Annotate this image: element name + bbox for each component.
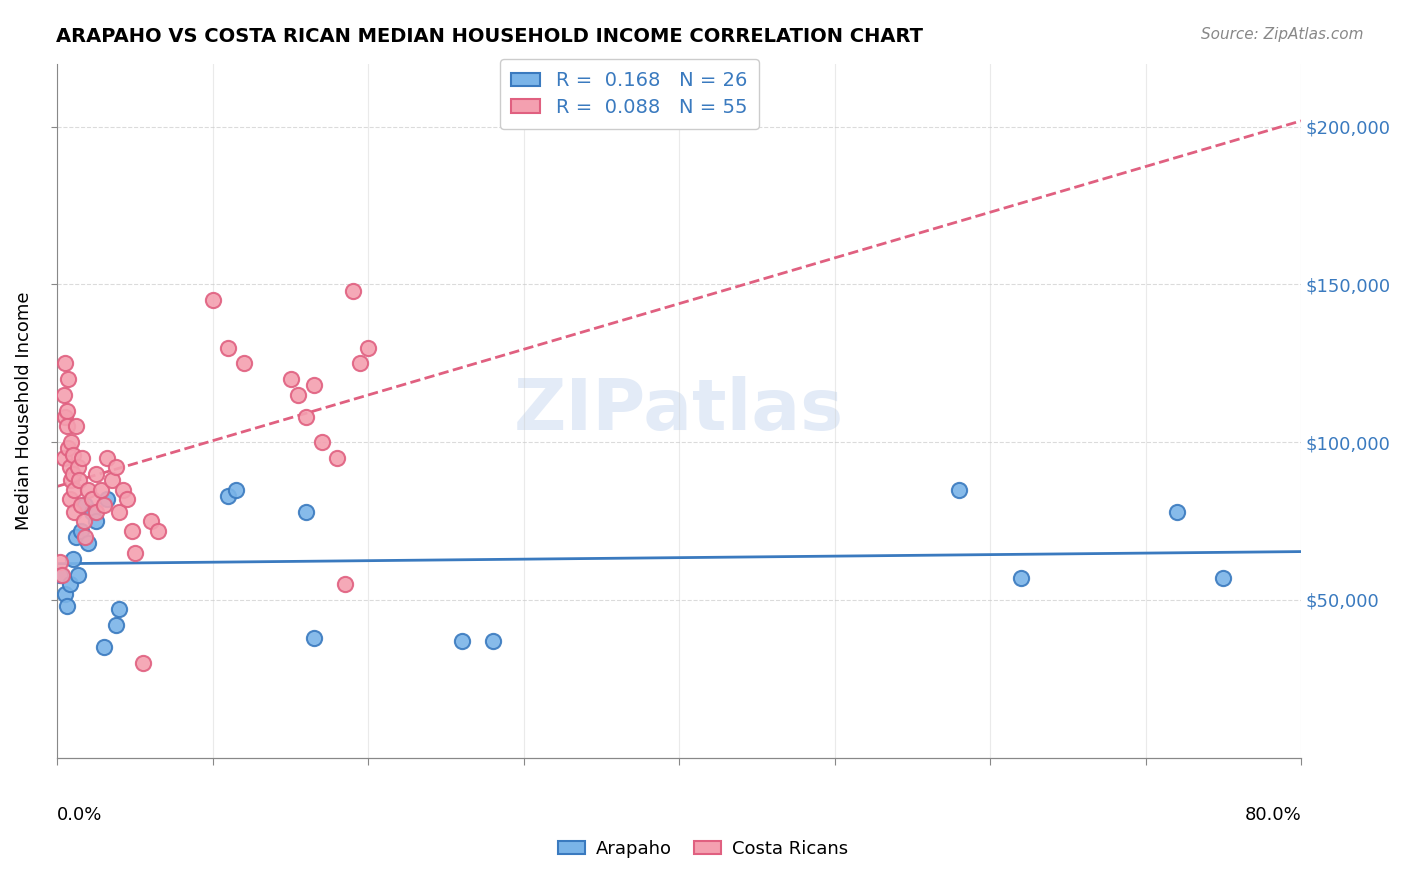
Point [132, 656, 155, 670]
Point [148, 524, 170, 538]
Point [60, 435, 83, 450]
Point [357, 341, 380, 355]
Point [55, 599, 77, 614]
Point [232, 356, 254, 370]
Point [108, 505, 131, 519]
Legend: Arapaho, Costa Ricans: Arapaho, Costa Ricans [551, 833, 855, 865]
Point [111, 483, 134, 497]
Point [1010, 571, 1032, 585]
Point [73, 514, 96, 528]
Point [63, 505, 86, 519]
Point [121, 524, 143, 538]
Point [201, 293, 224, 308]
Point [62, 448, 84, 462]
Point [52, 450, 75, 465]
Point [90, 483, 112, 497]
Point [326, 450, 349, 465]
Point [349, 356, 371, 370]
Point [280, 372, 302, 386]
Point [117, 491, 139, 506]
Point [217, 341, 239, 355]
Point [302, 631, 325, 645]
Point [311, 435, 333, 450]
Point [84, 505, 107, 519]
Point [96, 491, 118, 506]
Point [80, 491, 103, 506]
Point [84, 514, 107, 528]
Point [62, 552, 84, 566]
Point [59, 460, 82, 475]
Point [105, 460, 128, 475]
Point [105, 618, 128, 632]
Point [333, 577, 356, 591]
Point [287, 388, 309, 402]
Point [53, 409, 76, 424]
Point [84, 467, 107, 481]
Point [49, 567, 72, 582]
Point [66, 460, 89, 475]
Point [65, 419, 87, 434]
Point [51, 567, 73, 582]
Point [69, 524, 91, 538]
Point [93, 640, 115, 655]
Point [52, 388, 75, 402]
Point [65, 530, 87, 544]
Point [295, 505, 318, 519]
Point [67, 473, 90, 487]
Point [53, 586, 76, 600]
Legend: R =  0.168   N = 26, R =  0.088   N = 55: R = 0.168 N = 26, R = 0.088 N = 55 [499, 60, 759, 128]
Text: 0.0%: 0.0% [58, 806, 103, 824]
Point [77, 536, 100, 550]
Point [481, 634, 503, 648]
Point [225, 483, 247, 497]
Y-axis label: Median Household Income: Median Household Income [15, 292, 32, 530]
Point [63, 483, 86, 497]
Point [66, 567, 89, 582]
Point [56, 442, 79, 456]
Point [75, 530, 97, 544]
Point [55, 419, 77, 434]
Point [124, 546, 146, 560]
Point [100, 473, 122, 487]
Point [108, 602, 131, 616]
Point [96, 450, 118, 465]
Point [77, 483, 100, 497]
Point [948, 483, 970, 497]
Point [49, 555, 72, 569]
Point [139, 514, 162, 528]
Point [56, 372, 79, 386]
Point [60, 473, 83, 487]
Text: ZIPatlas: ZIPatlas [515, 376, 844, 445]
Point [302, 378, 325, 392]
Point [1212, 571, 1234, 585]
Text: 80.0%: 80.0% [1244, 806, 1301, 824]
Point [75, 498, 97, 512]
Text: Source: ZipAtlas.com: Source: ZipAtlas.com [1201, 27, 1364, 42]
Point [80, 505, 103, 519]
Point [1166, 505, 1188, 519]
Point [55, 403, 77, 417]
Text: ARAPAHO VS COSTA RICAN MEDIAN HOUSEHOLD INCOME CORRELATION CHART: ARAPAHO VS COSTA RICAN MEDIAN HOUSEHOLD … [56, 27, 924, 45]
Point [217, 489, 239, 503]
Point [62, 467, 84, 481]
Point [295, 409, 318, 424]
Point [93, 498, 115, 512]
Point [450, 634, 472, 648]
Point [69, 498, 91, 512]
Point [342, 284, 364, 298]
Point [53, 356, 76, 370]
Point [59, 577, 82, 591]
Point [70, 450, 93, 465]
Point [59, 491, 82, 506]
